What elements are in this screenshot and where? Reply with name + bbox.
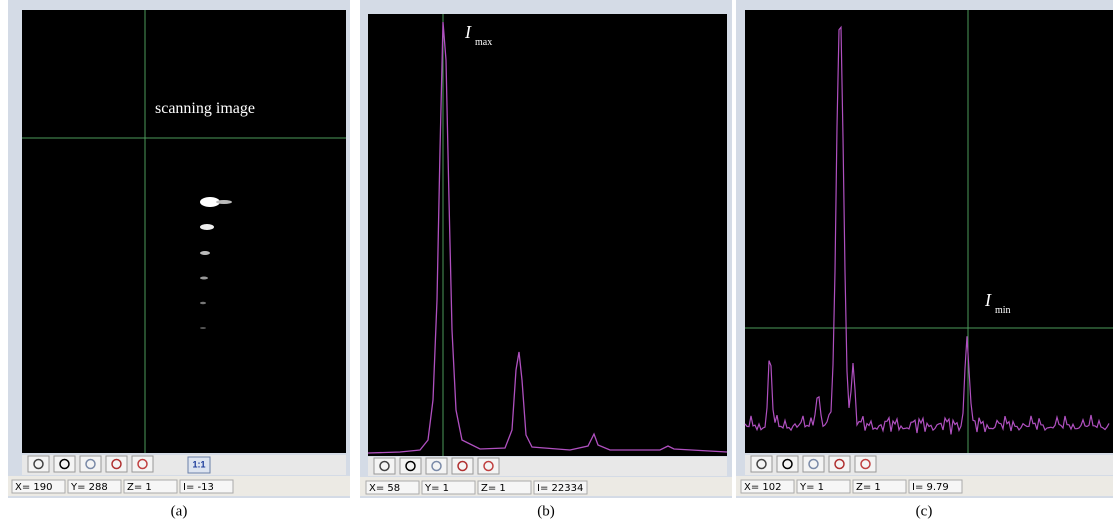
toolbar-button[interactable] bbox=[750, 455, 773, 473]
profile-curve bbox=[367, 21, 728, 454]
spot bbox=[200, 276, 208, 280]
toolbar-icon[interactable] bbox=[379, 460, 390, 472]
status-text: Y= 1 bbox=[799, 482, 824, 493]
image-area bbox=[22, 10, 346, 453]
toolbar-icon[interactable] bbox=[483, 460, 494, 472]
toolbar-icon[interactable] bbox=[808, 458, 819, 470]
toolbar-button[interactable] bbox=[828, 455, 851, 473]
status-field bbox=[477, 480, 532, 495]
spot bbox=[200, 301, 206, 305]
toolbar-icon[interactable] bbox=[457, 460, 468, 472]
toolbar-icons bbox=[750, 455, 877, 473]
caption: (b) bbox=[537, 503, 555, 519]
status-text: X= 102 bbox=[744, 482, 782, 493]
toolbar-icons bbox=[27, 455, 154, 473]
toolbar-icon[interactable] bbox=[85, 458, 96, 470]
status-text: I= -13 bbox=[183, 482, 214, 493]
status-field bbox=[123, 479, 178, 494]
spots bbox=[200, 197, 232, 329]
plot-area bbox=[745, 10, 1113, 453]
spot bbox=[216, 200, 232, 204]
toolbar-button[interactable] bbox=[451, 457, 474, 475]
status-text: I= 22334 bbox=[537, 483, 583, 494]
status-text: Z= 1 bbox=[127, 482, 152, 493]
toolbar bbox=[368, 457, 727, 476]
toolbar-button[interactable] bbox=[187, 456, 211, 474]
toolbar-icon[interactable] bbox=[860, 458, 871, 470]
toolbar-button[interactable] bbox=[802, 455, 825, 473]
status-text: Z= 1 bbox=[481, 483, 506, 494]
toolbar-icon[interactable] bbox=[405, 460, 416, 472]
label-symbol: I bbox=[984, 290, 992, 310]
toolbar-icon[interactable] bbox=[431, 460, 442, 472]
window-a: scanning image 1:1 bbox=[8, 0, 350, 498]
toolbar-button[interactable] bbox=[373, 457, 396, 475]
toolbar-icon[interactable] bbox=[834, 458, 845, 470]
profile-curve bbox=[744, 25, 1110, 435]
spot bbox=[200, 327, 206, 329]
status-text: Z= 1 bbox=[856, 482, 881, 493]
status-field bbox=[11, 479, 66, 494]
label-symbol: I bbox=[464, 22, 472, 42]
toolbar-icon[interactable] bbox=[111, 458, 122, 470]
status-text: X= 190 bbox=[15, 482, 53, 493]
toolbar-button[interactable] bbox=[131, 455, 154, 473]
spot bbox=[200, 251, 210, 255]
window-b: I max bbox=[360, 0, 732, 498]
status-text: Y= 288 bbox=[70, 482, 108, 493]
label-subscript: max bbox=[475, 37, 492, 48]
toolbar-icon[interactable] bbox=[782, 458, 793, 470]
toolbar-icon[interactable] bbox=[756, 458, 767, 470]
toolbar-button[interactable] bbox=[399, 457, 422, 475]
status-text: I= 9.79 bbox=[912, 482, 949, 493]
toolbar-button[interactable] bbox=[854, 455, 877, 473]
status-field bbox=[179, 479, 234, 494]
toolbar-button[interactable] bbox=[105, 455, 128, 473]
toolbar-button[interactable] bbox=[425, 457, 448, 475]
toolbar-button[interactable] bbox=[776, 455, 799, 473]
caption: (c) bbox=[916, 503, 933, 519]
status-field bbox=[421, 480, 476, 495]
caption: (a) bbox=[171, 503, 188, 519]
status-field bbox=[67, 479, 122, 494]
status-field bbox=[533, 480, 588, 495]
status-field bbox=[908, 479, 963, 494]
toolbar-icons bbox=[373, 457, 500, 475]
status-field bbox=[796, 479, 851, 494]
spot bbox=[200, 197, 220, 207]
status-field bbox=[740, 479, 795, 494]
toolbar-button[interactable] bbox=[79, 455, 102, 473]
status-field bbox=[852, 479, 907, 494]
plot-area bbox=[368, 14, 727, 456]
image-label: scanning image bbox=[155, 100, 255, 117]
status-text: X= 58 bbox=[369, 483, 400, 494]
toolbar-button-label[interactable]: 1:1 bbox=[192, 459, 205, 469]
status-fields: X= 190 Y= 288 Z= 1 I= -13 X= 58 Y= 1 Z= 1 I= 22… bbox=[11, 479, 963, 495]
toolbar-button[interactable] bbox=[53, 455, 76, 473]
toolbar-icon[interactable] bbox=[59, 458, 70, 470]
toolbar-button[interactable] bbox=[477, 457, 500, 475]
toolbar-button[interactable] bbox=[27, 455, 50, 473]
toolbar-icon[interactable] bbox=[137, 458, 148, 470]
window-c: I min bbox=[736, 0, 1113, 498]
status-field bbox=[365, 480, 420, 495]
spot bbox=[200, 224, 214, 230]
toolbar-icon[interactable] bbox=[33, 458, 44, 470]
label-subscript: min bbox=[995, 305, 1011, 316]
toolbar bbox=[745, 455, 1113, 475]
status-text: Y= 1 bbox=[424, 483, 449, 494]
toolbar bbox=[22, 455, 346, 475]
